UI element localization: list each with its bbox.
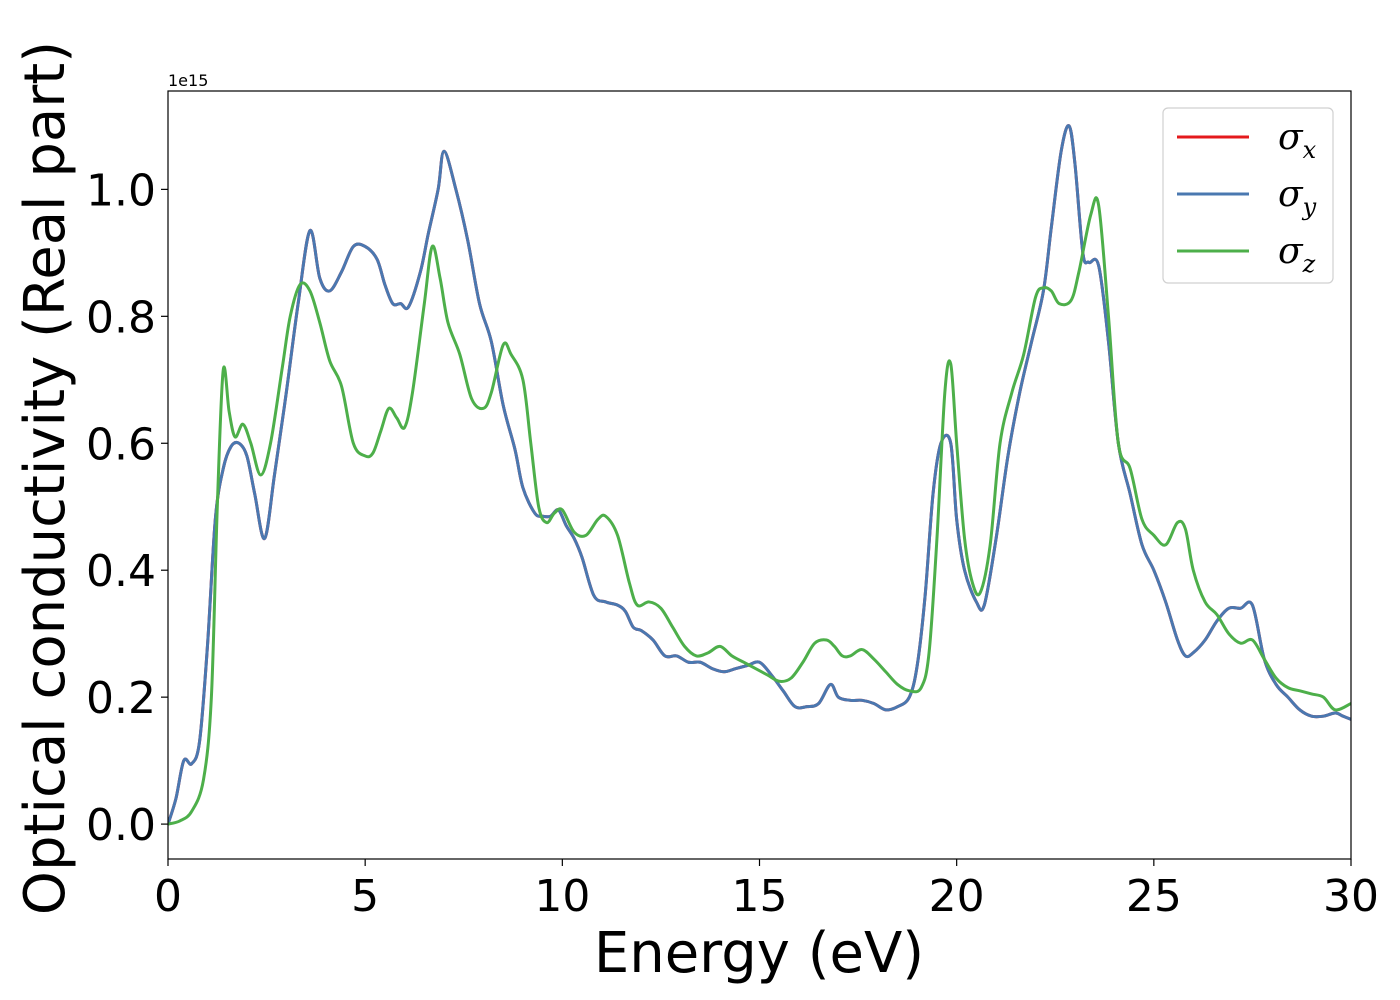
x-tick-label: 10	[534, 871, 590, 922]
y-tick-label: 1.0	[86, 165, 156, 216]
series-lines	[168, 124, 1351, 826]
y-tick-label: 0.6	[86, 419, 156, 470]
y-tick-label: 0.0	[86, 800, 156, 851]
x-tick-label: 20	[929, 871, 985, 922]
legend-entry-x: σx	[1177, 117, 1317, 164]
legend-entry-z: σz	[1177, 231, 1316, 278]
y-tick-label: 0.4	[86, 546, 156, 597]
legend: σx σy σz	[1162, 107, 1334, 284]
y-axis-label: Optical conductivity (Real part)	[13, 41, 78, 915]
x-tick-label: 30	[1323, 871, 1379, 922]
x-tick-label: 5	[351, 871, 379, 922]
y-axis-offset-label: 1e15	[168, 71, 208, 90]
x-axis-label: Energy (eV)	[594, 921, 924, 986]
x-tick-label: 25	[1126, 871, 1182, 922]
series-line-y	[168, 124, 1351, 826]
y-tick-label: 0.8	[86, 292, 156, 343]
series-line-z	[168, 196, 1351, 826]
legend-label-x: σx	[1278, 117, 1317, 164]
legend-label-z: σz	[1278, 231, 1316, 278]
x-tick-label: 15	[732, 871, 788, 922]
y-tick-label: 0.2	[86, 673, 156, 724]
legend-label-y: σy	[1278, 174, 1317, 221]
legend-entry-y: σy	[1177, 174, 1317, 221]
axis-ticks: 0 5 10 15 20 25 30 0.0 0.2 0.4 0.6 0.8 1.0	[86, 165, 1379, 922]
x-tick-label: 0	[154, 871, 182, 922]
